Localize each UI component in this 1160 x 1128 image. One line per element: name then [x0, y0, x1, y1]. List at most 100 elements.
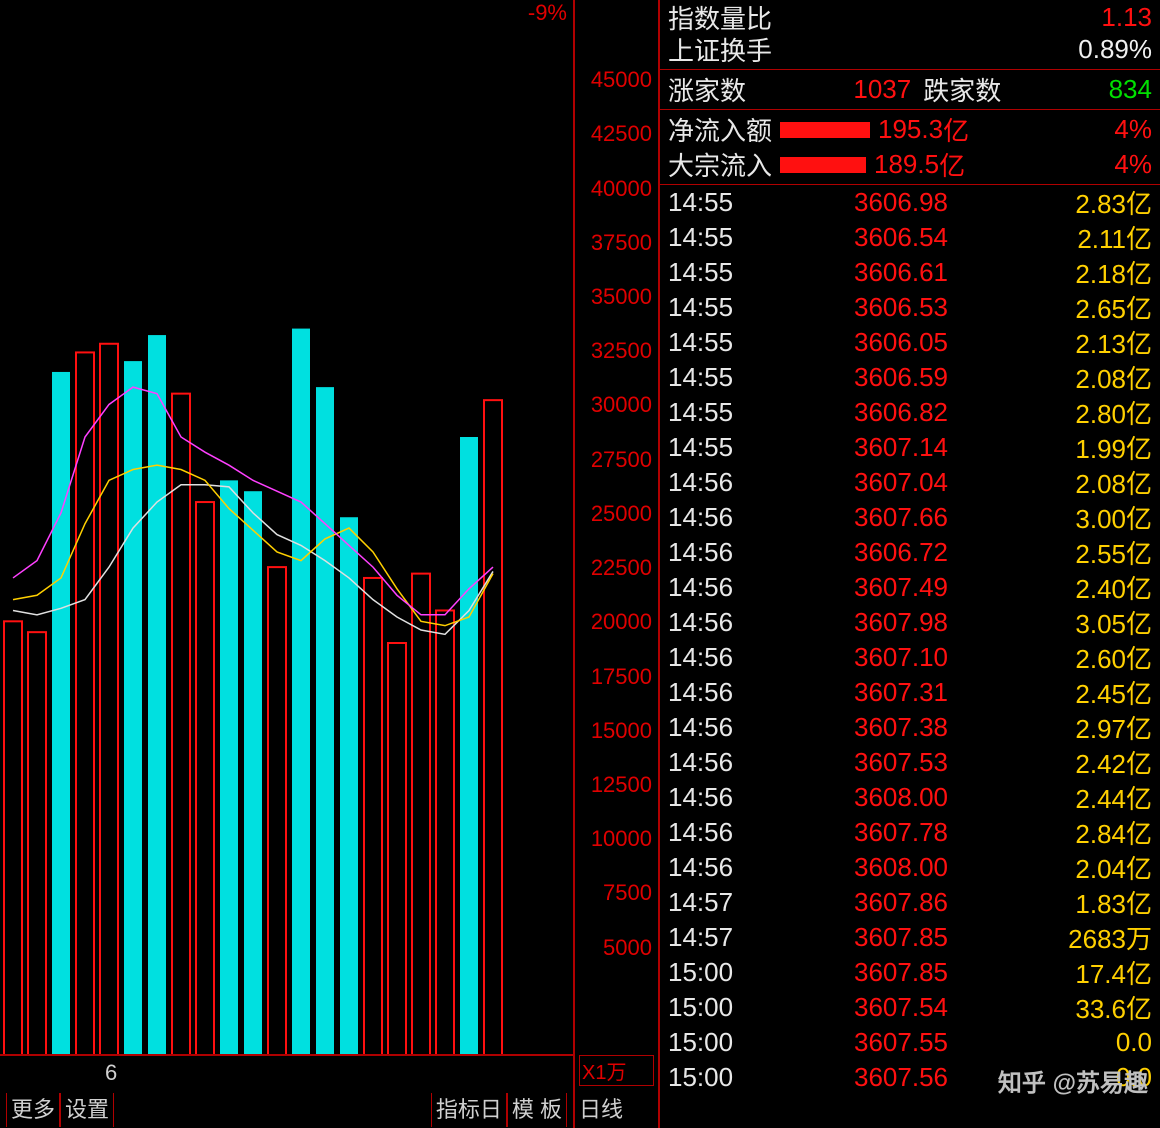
- yaxis-tick: 22500: [591, 555, 652, 581]
- tick-time: 14:55: [668, 257, 768, 288]
- tick-time: 14:55: [668, 362, 768, 393]
- yaxis-tick: 17500: [591, 664, 652, 690]
- netflow-unit: 亿: [943, 111, 969, 148]
- tick-row: 14:563607.532.42亿: [660, 745, 1160, 780]
- template-button[interactable]: 模 板: [507, 1093, 567, 1127]
- tick-volume: 2.83亿: [948, 184, 1152, 221]
- volume-bar: [268, 567, 286, 1055]
- tick-time: 14:55: [668, 327, 768, 358]
- tick-volume: 17.4亿: [948, 954, 1152, 991]
- tick-volume: 2.80亿: [948, 394, 1152, 431]
- settings-button[interactable]: 设置: [60, 1093, 114, 1127]
- tick-volume: 33.6亿: [948, 989, 1152, 1026]
- flow-block: 净流入额 195.3 亿 4% 大宗流入 189.5 亿 4%: [660, 110, 1160, 185]
- advancers-block: 涨家数 1037 跌家数 834: [660, 70, 1160, 110]
- bulkflow-row: 大宗流入 189.5 亿 4%: [668, 147, 1152, 182]
- yaxis-pane: X1万 日线 450004250040000375003500032500300…: [575, 0, 660, 1128]
- tick-volume: 2.18亿: [948, 254, 1152, 291]
- more-button[interactable]: 更多: [6, 1093, 60, 1127]
- volume-bar: [172, 394, 190, 1055]
- yaxis-tick: 27500: [591, 447, 652, 473]
- tick-row: 14:563607.102.60亿: [660, 640, 1160, 675]
- chart-baseline: [0, 1054, 573, 1056]
- tick-price: 3607.55: [768, 1027, 948, 1058]
- volume-bar: [484, 400, 502, 1055]
- tick-price: 3607.53: [768, 747, 948, 778]
- tick-price: 3607.10: [768, 642, 948, 673]
- pct-change-label: -9%: [528, 0, 567, 26]
- xaxis-marker: 6: [105, 1060, 117, 1086]
- tick-row: 14:563607.042.08亿: [660, 465, 1160, 500]
- tick-volume: 0.0: [948, 1062, 1152, 1093]
- tick-volume: 2.42亿: [948, 744, 1152, 781]
- tick-row: 14:573607.861.83亿: [660, 885, 1160, 920]
- tick-time: 14:57: [668, 887, 768, 918]
- volume-bar-chart: [0, 25, 570, 1055]
- yaxis-tick: 20000: [591, 609, 652, 635]
- tick-price: 3607.85: [768, 957, 948, 988]
- tick-row: 14:553606.822.80亿: [660, 395, 1160, 430]
- tick-time: 14:56: [668, 712, 768, 743]
- tick-volume: 3.00亿: [948, 499, 1152, 536]
- tick-row: 14:553606.532.65亿: [660, 290, 1160, 325]
- summary-block: 指数量比 1.13 上证换手 0.89%: [660, 0, 1160, 70]
- up-count-value: 1037: [853, 74, 911, 105]
- tick-row: 14:573607.852683万: [660, 920, 1160, 955]
- tick-time: 15:00: [668, 957, 768, 988]
- bulkflow-pct: 4%: [1114, 149, 1152, 180]
- tick-time: 14:57: [668, 922, 768, 953]
- tick-price: 3607.85: [768, 922, 948, 953]
- indicator-button[interactable]: 指标日: [431, 1093, 507, 1127]
- yaxis-tick: 7500: [603, 880, 652, 906]
- tick-time: 14:55: [668, 432, 768, 463]
- tick-volume: 0.0: [948, 1027, 1152, 1058]
- tick-price: 3606.05: [768, 327, 948, 358]
- turnover-label: 上证换手: [668, 31, 1078, 68]
- tick-row: 15:003607.8517.4亿: [660, 955, 1160, 990]
- tick-row: 14:563607.312.45亿: [660, 675, 1160, 710]
- yaxis-tick: 12500: [591, 772, 652, 798]
- tick-time: 14:56: [668, 782, 768, 813]
- tick-price: 3607.54: [768, 992, 948, 1023]
- down-count-value: 834: [1109, 74, 1152, 105]
- tick-price: 3606.53: [768, 292, 948, 323]
- tick-time: 14:55: [668, 187, 768, 218]
- tick-volume: 3.05亿: [948, 604, 1152, 641]
- tick-volume: 1.83亿: [948, 884, 1152, 921]
- tick-time: 14:55: [668, 222, 768, 253]
- advancers-row: 涨家数 1037 跌家数 834: [668, 72, 1152, 107]
- market-data-pane: 指数量比 1.13 上证换手 0.89% 涨家数 1037 跌家数 834 净流…: [660, 0, 1160, 1128]
- tick-volume: 2.04亿: [948, 849, 1152, 886]
- index-ratio-value: 1.13: [1101, 2, 1152, 33]
- yaxis-tick: 37500: [591, 230, 652, 256]
- up-count-label: 涨家数: [668, 71, 746, 108]
- volume-bar: [436, 610, 454, 1055]
- yaxis-unit-label: X1万: [579, 1055, 654, 1086]
- volume-bar: [52, 372, 70, 1055]
- tick-row: 14:553606.982.83亿: [660, 185, 1160, 220]
- tick-time: 14:56: [668, 677, 768, 708]
- yaxis-tick: 30000: [591, 392, 652, 418]
- yaxis-tick: 40000: [591, 176, 652, 202]
- tick-time: 15:00: [668, 992, 768, 1023]
- tick-time: 14:55: [668, 292, 768, 323]
- tick-price: 3606.61: [768, 257, 948, 288]
- tick-time: 14:56: [668, 642, 768, 673]
- tick-price: 3606.72: [768, 537, 948, 568]
- tick-price: 3607.14: [768, 432, 948, 463]
- turnover-value: 0.89%: [1078, 34, 1152, 65]
- volume-bar: [340, 517, 358, 1055]
- yaxis-tick: 5000: [603, 935, 652, 961]
- volume-bar: [220, 480, 238, 1055]
- tick-price: 3607.86: [768, 887, 948, 918]
- tick-row: 15:003607.550.0: [660, 1025, 1160, 1060]
- tick-price: 3607.98: [768, 607, 948, 638]
- tick-price: 3607.31: [768, 677, 948, 708]
- tick-price: 3607.49: [768, 572, 948, 603]
- tick-time: 14:56: [668, 537, 768, 568]
- tick-row: 15:003607.5433.6亿: [660, 990, 1160, 1025]
- bulkflow-value: 189.5: [874, 149, 939, 180]
- volume-bar: [412, 574, 430, 1055]
- tick-row: 14:553606.542.11亿: [660, 220, 1160, 255]
- dayline-label[interactable]: 日线: [579, 1092, 623, 1124]
